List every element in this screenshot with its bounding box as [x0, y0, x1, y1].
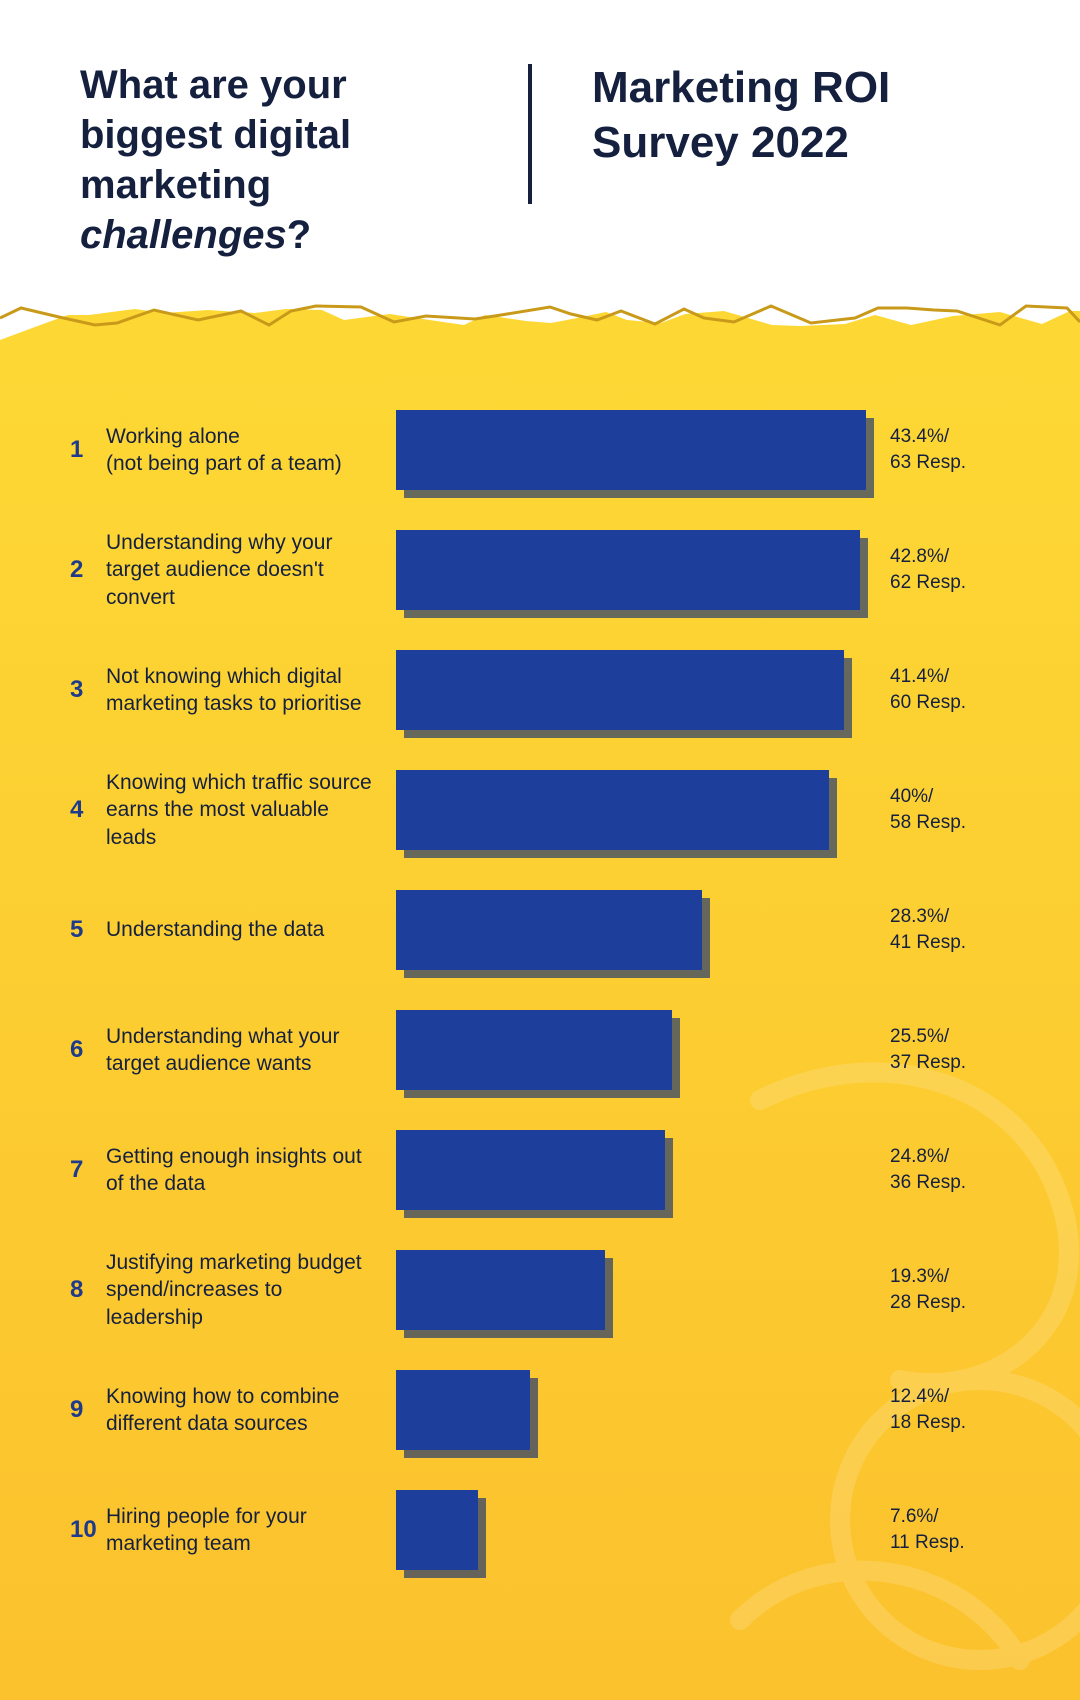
bar [396, 1130, 665, 1210]
row-value: 40%/ 58 Resp. [866, 784, 1006, 835]
chart-row: 5Understanding the data 28.3%/ 41 Resp. [70, 870, 1010, 990]
title-line-2: Survey 2022 [592, 118, 849, 167]
chart-body: 1Working alone (not being part of a team… [0, 340, 1080, 1700]
rank-number: 8 [70, 1276, 106, 1304]
bar [396, 1010, 672, 1090]
bar-cell [396, 1250, 866, 1330]
question-emphasis: challenges [80, 213, 287, 257]
question-suffix: ? [287, 213, 311, 257]
row-value: 28.3%/ 41 Resp. [866, 904, 1006, 955]
bar [396, 530, 860, 610]
row-value: 24.8%/ 36 Resp. [866, 1144, 1006, 1195]
bar-cell [396, 1370, 866, 1450]
bar-cell [396, 1130, 866, 1210]
row-value: 19.3%/ 28 Resp. [866, 1264, 1006, 1315]
chart-row: 10Hiring people for your marketing team 7… [70, 1470, 1010, 1590]
rank-number: 9 [70, 1396, 106, 1424]
rank-number: 7 [70, 1156, 106, 1184]
header-divider [528, 64, 532, 204]
row-value: 25.5%/ 37 Resp. [866, 1024, 1006, 1075]
chart-row: 2Understanding why your target audience … [70, 510, 1010, 630]
infographic-page: What are your biggest digital marketing … [0, 0, 1080, 1700]
bar-cell [396, 1490, 866, 1570]
bar [396, 770, 829, 850]
row-label: Understanding the data [106, 916, 396, 943]
bar [396, 1250, 605, 1330]
rank-number: 1 [70, 436, 106, 464]
bar [396, 410, 866, 490]
survey-title: Marketing ROI Survey 2022 [572, 60, 1000, 170]
title-line-1: Marketing ROI [592, 63, 890, 112]
torn-paper-edge [0, 300, 1080, 340]
row-label: Justifying marketing budget spend/increa… [106, 1249, 396, 1331]
bar-cell [396, 890, 866, 970]
chart-row: 1Working alone (not being part of a team… [70, 390, 1010, 510]
chart-row: 9Knowing how to combine different data s… [70, 1350, 1010, 1470]
bar [396, 890, 702, 970]
bar-cell [396, 530, 866, 610]
header: What are your biggest digital marketing … [0, 0, 1080, 300]
row-label: Understanding what your target audience … [106, 1023, 396, 1078]
row-label: Hiring people for your marketing team [106, 1503, 396, 1558]
row-label: Getting enough insights out of the data [106, 1143, 396, 1198]
rank-number: 6 [70, 1036, 106, 1064]
row-value: 43.4%/ 63 Resp. [866, 424, 1006, 475]
question-prefix: What are your biggest digital marketing [80, 63, 351, 207]
row-value: 42.8%/ 62 Resp. [866, 544, 1006, 595]
row-value: 12.4%/ 18 Resp. [866, 1384, 1006, 1435]
row-label: Working alone (not being part of a team) [106, 423, 396, 478]
chart-row: 6Understanding what your target audience… [70, 990, 1010, 1110]
bar-cell [396, 650, 866, 730]
rank-number: 3 [70, 676, 106, 704]
rank-number: 10 [70, 1516, 106, 1544]
survey-question: What are your biggest digital marketing … [80, 60, 488, 260]
bar-chart: 1Working alone (not being part of a team… [70, 390, 1010, 1590]
row-value: 41.4%/ 60 Resp. [866, 664, 1006, 715]
row-label: Knowing how to combine different data so… [106, 1383, 396, 1438]
bar [396, 650, 844, 730]
bar-cell [396, 1010, 866, 1090]
chart-row: 4Knowing which traffic source earns the … [70, 750, 1010, 870]
rank-number: 5 [70, 916, 106, 944]
bar [396, 1490, 478, 1570]
rank-number: 4 [70, 796, 106, 824]
row-label: Knowing which traffic source earns the m… [106, 769, 396, 851]
row-value: 7.6%/ 11 Resp. [866, 1504, 1006, 1555]
bar-cell [396, 770, 866, 850]
row-label: Not knowing which digital marketing task… [106, 663, 396, 718]
bar-cell [396, 410, 866, 490]
row-label: Understanding why your target audience d… [106, 529, 396, 611]
chart-row: 7Getting enough insights out of the data… [70, 1110, 1010, 1230]
chart-row: 8Justifying marketing budget spend/incre… [70, 1230, 1010, 1350]
rank-number: 2 [70, 556, 106, 584]
bar [396, 1370, 530, 1450]
chart-row: 3Not knowing which digital marketing tas… [70, 630, 1010, 750]
